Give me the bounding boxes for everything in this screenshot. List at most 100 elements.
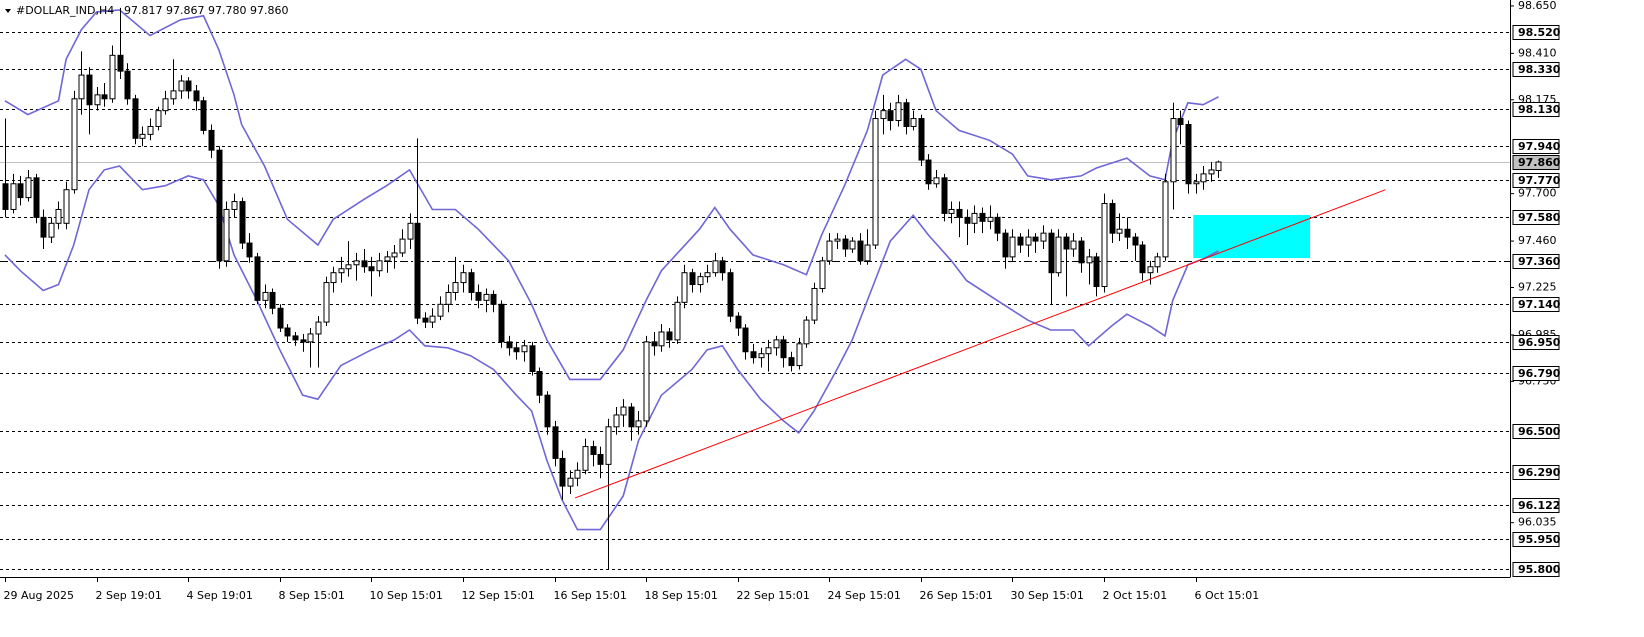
candle-body [628, 406, 635, 428]
candle-body [132, 98, 139, 139]
candle-body [948, 208, 955, 214]
candle-body [376, 260, 383, 272]
x-tick-label: 12 Sep 15:01 [462, 589, 535, 602]
level-label-box [1512, 210, 1560, 225]
candle-body [117, 54, 124, 72]
candle-body [529, 345, 536, 372]
y-tick-label: 98.650 [1518, 0, 1557, 12]
candle-body [521, 345, 528, 353]
candle-body [1147, 266, 1154, 274]
candle-body [544, 394, 551, 428]
candle-body [979, 212, 986, 222]
candle-body [483, 293, 490, 301]
level-label: 96.790 [1518, 367, 1561, 380]
candle-body [635, 420, 642, 428]
candle-body [819, 260, 826, 289]
candle-body [345, 264, 352, 270]
candle-body [200, 100, 207, 131]
level-label: 96.500 [1518, 425, 1561, 438]
candle-body [658, 331, 665, 347]
candle-body [712, 260, 719, 274]
y-tick-label: 97.225 [1518, 281, 1557, 294]
candle-body [414, 222, 421, 319]
x-tick-label: 10 Sep 15:01 [370, 589, 443, 602]
candle-body [330, 272, 337, 284]
candle-body [1177, 118, 1184, 125]
candle-body [1009, 236, 1016, 258]
candle-body [1185, 123, 1192, 185]
level-label-box [1512, 25, 1560, 40]
band-line [4, 9, 1219, 381]
candle-body [48, 222, 55, 238]
candle-body [1002, 232, 1009, 258]
current-price-label: 97.860 [1518, 156, 1561, 169]
candle-body [368, 266, 375, 272]
candle-body [788, 357, 795, 367]
candle-body [460, 272, 467, 284]
candle-body [880, 110, 887, 120]
candle-body [506, 341, 513, 349]
candle-body [735, 315, 742, 329]
candle-body [719, 260, 726, 274]
candle-body [193, 90, 200, 102]
candle-body [918, 118, 925, 161]
candle-body [468, 272, 475, 293]
candle-body [277, 307, 284, 329]
candle-body [40, 216, 47, 238]
level-label-box [1512, 335, 1560, 350]
candle-body [750, 351, 757, 359]
level-label-box [1512, 424, 1560, 439]
candle-body [727, 272, 734, 317]
candle-body [300, 339, 307, 343]
candle-body [498, 303, 505, 343]
candle-body [1154, 256, 1161, 268]
level-label: 97.770 [1518, 174, 1561, 187]
candle-body [903, 102, 910, 127]
candle-body [803, 319, 810, 345]
candle-body [1040, 232, 1047, 242]
band-line [4, 165, 1219, 531]
candle-body [689, 272, 696, 286]
level-label-box [1512, 465, 1560, 480]
candle-body [55, 208, 62, 224]
level-label: 98.520 [1518, 26, 1561, 39]
candle-body [2, 183, 9, 210]
candle-body [811, 288, 818, 321]
candle-body [1101, 203, 1108, 288]
candle-body [613, 414, 620, 428]
candle-body [1078, 240, 1085, 264]
level-label: 96.290 [1518, 466, 1561, 479]
zone [1193, 214, 1311, 259]
candle-body [666, 331, 673, 341]
candle-body [94, 94, 101, 106]
candle-body [910, 118, 917, 127]
candle-body [1093, 256, 1100, 288]
candle-body [559, 457, 566, 487]
current-price-box [1512, 155, 1560, 170]
candle-body [1055, 236, 1062, 274]
level-label: 97.940 [1518, 140, 1561, 153]
y-tick-label: 97.700 [1518, 187, 1557, 200]
candle-body [552, 426, 559, 459]
candle-body [864, 244, 871, 262]
y-tick-label: 97.460 [1518, 234, 1557, 247]
candle-body [842, 238, 849, 250]
candle-body [353, 260, 360, 266]
level-label-box [1512, 254, 1560, 269]
candle-body [834, 238, 841, 242]
candle-body [185, 80, 192, 92]
level-label: 97.140 [1518, 298, 1561, 311]
candle-body [17, 183, 24, 199]
candle-body [1208, 169, 1215, 175]
candle-body [254, 256, 261, 301]
candle-body [452, 282, 459, 293]
quote: 97.817 97.867 97.780 97.860 [124, 4, 288, 17]
candle-body [445, 291, 452, 305]
x-tick-label: 29 Aug 2025 [4, 589, 74, 602]
candle-body [178, 80, 185, 92]
candle-body [887, 110, 894, 122]
candle-body [292, 335, 299, 341]
level-label: 97.360 [1518, 255, 1561, 268]
